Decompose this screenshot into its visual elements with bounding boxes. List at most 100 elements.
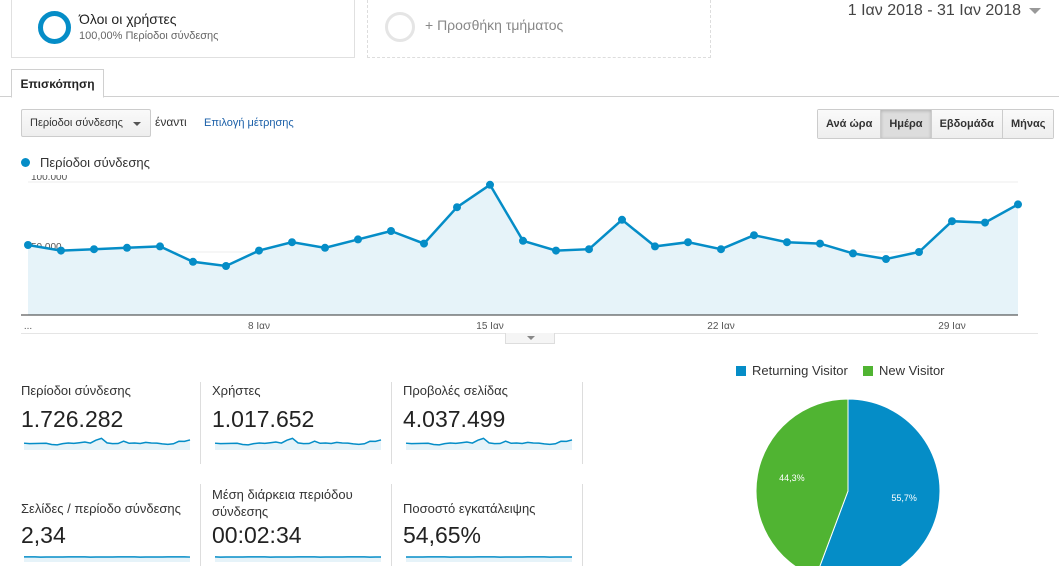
sparkline: [214, 437, 382, 450]
vs-label: έναντι: [155, 115, 187, 129]
pie-legend-returning[interactable]: Returning Visitor: [736, 363, 848, 378]
x-tick-label: ...: [24, 321, 32, 332]
sparkline-area: [406, 556, 572, 562]
data-point: [486, 180, 494, 189]
visitor-type-pie-chart: 55,7% 44,3%: [755, 398, 941, 566]
granularity-toggle: Ανά ώρα Ημέρα Εβδομάδα Μήνας: [817, 109, 1055, 139]
data-point: [321, 243, 329, 252]
data-point: [651, 242, 659, 251]
data-point: [618, 215, 626, 224]
metric-card-pages-per-session[interactable]: Σελίδες / περίοδο σύνδεσης 2,34: [21, 484, 201, 566]
data-point: [750, 231, 758, 240]
sparkline-area: [215, 438, 381, 450]
data-point: [288, 238, 296, 247]
data-point: [189, 257, 197, 266]
sparkline-area: [24, 438, 190, 450]
metric-select-label: Περίοδοι σύνδεσης: [30, 117, 123, 129]
metric-select[interactable]: Περίοδοι σύνδεσης: [21, 109, 151, 137]
data-point: [519, 236, 527, 245]
metric-label: Προβολές σελίδας: [403, 383, 508, 398]
pie-slice-label: 44,3%: [779, 473, 805, 483]
metric-label: Μέση διάρκεια περιόδου σύνδεσης: [212, 487, 353, 519]
date-range-label: 1 Ιαν 2018 - 31 Ιαν 2018: [847, 2, 1021, 19]
data-point: [783, 238, 791, 247]
sparkline: [405, 437, 573, 450]
data-point: [90, 245, 98, 254]
pie-legend-label: Returning Visitor: [752, 363, 848, 378]
chevron-down-icon: [133, 122, 141, 126]
data-point: [255, 246, 263, 255]
chevron-down-icon: [527, 336, 535, 340]
tab-overview[interactable]: Επισκόπηση: [11, 69, 104, 98]
granularity-week-button[interactable]: Εβδομάδα: [931, 110, 1003, 138]
data-point: [1014, 200, 1022, 209]
data-point: [585, 245, 593, 254]
sparkline-area: [406, 438, 572, 450]
segment-title: Όλοι οι χρήστες: [79, 11, 177, 27]
granularity-day-button[interactable]: Ημέρα: [881, 110, 932, 138]
chart-collapse-toggle[interactable]: [505, 333, 555, 344]
data-point: [222, 262, 230, 270]
metric-label: Χρήστες: [212, 383, 261, 398]
add-segment-button[interactable]: + Προσθήκη τμήματος: [367, 0, 711, 58]
metric-card-bounce-rate[interactable]: Ποσοστό εγκατάλειψης 54,65%: [403, 484, 583, 566]
metric-card-sessions[interactable]: Περίοδοι σύνδεσης 1.726.282: [21, 382, 201, 464]
metric-value: 00:02:34: [212, 522, 302, 548]
data-point: [420, 239, 428, 248]
choose-metric-link[interactable]: Επιλογή μέτρησης: [204, 117, 294, 129]
data-point: [24, 241, 32, 249]
metric-label: Σελίδες / περίοδο σύνδεσης: [21, 501, 181, 516]
segment-subtitle: 100,00% Περίοδοι σύνδεσης: [79, 30, 219, 42]
sparkline: [405, 556, 573, 562]
tab-divider: [0, 96, 1059, 97]
metric-card-pageviews[interactable]: Προβολές σελίδας 4.037.499: [403, 382, 583, 464]
data-point: [882, 255, 890, 263]
granularity-month-button[interactable]: Μήνας: [1002, 110, 1054, 138]
data-point: [387, 227, 395, 235]
series-legend-dot: [21, 158, 30, 167]
pie-slice-label: 55,7%: [891, 493, 917, 503]
granularity-hourly-button[interactable]: Ανά ώρα: [818, 110, 882, 138]
legend-swatch: [736, 365, 746, 376]
pie-slice-returning-visitor: [819, 398, 941, 566]
sparkline: [23, 556, 191, 562]
sparkline: [214, 556, 382, 562]
metric-value: 4.037.499: [403, 406, 506, 432]
sparkline: [23, 437, 191, 450]
segment-card-all-users[interactable]: Όλοι οι χρήστες 100,00% Περίοδοι σύνδεση…: [11, 0, 355, 58]
x-tick-label: 15 Ιαν: [476, 321, 503, 332]
empty-ring-icon: [385, 12, 415, 42]
sparkline-line: [214, 437, 382, 446]
data-point: [552, 246, 560, 255]
data-point: [354, 235, 362, 244]
metric-value: 54,65%: [403, 522, 482, 548]
metric-label: Περίοδοι σύνδεσης: [21, 383, 131, 398]
metric-card-users[interactable]: Χρήστες 1.017.652: [212, 382, 392, 464]
date-range-picker[interactable]: 1 Ιαν 2018 - 31 Ιαν 2018: [848, 2, 1041, 20]
data-point: [948, 217, 956, 226]
metric-value: 1.726.282: [21, 406, 124, 432]
add-segment-label: + Προσθήκη τμήματος: [425, 17, 564, 33]
data-point: [849, 249, 857, 258]
x-tick-label: 29 Ιαν: [938, 321, 965, 332]
series-area: [28, 184, 1018, 315]
data-point: [453, 203, 461, 212]
metric-card-avg-session-duration[interactable]: Μέση διάρκεια περιόδου σύνδεσης 00:02:34: [212, 484, 392, 566]
y-tick-label: 100.000: [31, 175, 68, 183]
metric-value: 2,34: [21, 522, 66, 548]
pie-legend-label: New Visitor: [879, 363, 945, 378]
series-legend-label: Περίοδοι σύνδεσης: [40, 155, 150, 170]
pie-slice-new-visitor: [755, 398, 849, 566]
data-point: [717, 245, 725, 254]
sparkline-area: [215, 556, 381, 562]
pie-legend-new[interactable]: New Visitor: [863, 363, 945, 378]
x-tick-label: 22 Ιαν: [707, 321, 734, 332]
data-point: [123, 243, 131, 252]
data-point: [684, 238, 692, 247]
metric-value: 1.017.652: [212, 406, 315, 432]
data-point: [57, 246, 65, 255]
sparkline-area: [24, 556, 190, 562]
x-tick-label: 8 Ιαν: [248, 321, 270, 332]
data-point: [915, 248, 923, 256]
